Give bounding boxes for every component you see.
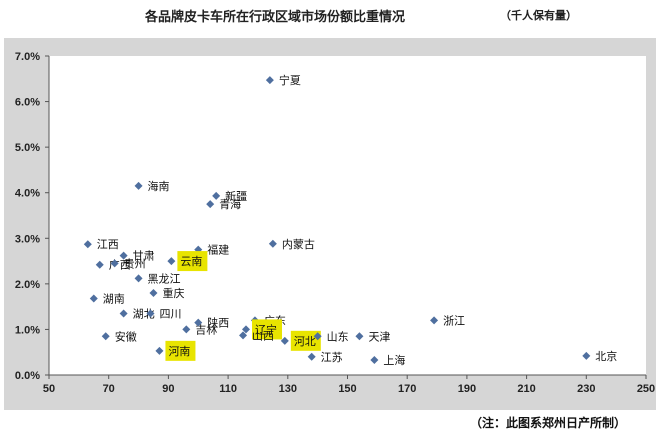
data-point-label: 吉林 — [195, 322, 217, 336]
data-point-label: 辽宁 — [255, 322, 277, 336]
data-point-label: 青海 — [219, 197, 241, 211]
x-tick-label: 170 — [398, 383, 416, 395]
label-highlight — [290, 330, 321, 351]
data-point-marker — [155, 346, 164, 355]
data-point-marker — [167, 257, 176, 266]
data-point-marker — [430, 316, 439, 325]
data-point-label: 新疆 — [225, 189, 247, 203]
data-point-marker — [89, 294, 98, 303]
x-tick-label: 150 — [338, 383, 356, 395]
data-point-marker — [149, 288, 158, 297]
data-point-label: 云南 — [180, 255, 202, 268]
data-point-marker — [101, 332, 110, 341]
data-point-marker — [582, 351, 591, 360]
data-point-marker — [83, 240, 92, 249]
y-tick-label: 3.0% — [15, 233, 40, 245]
data-point-marker — [370, 355, 379, 364]
data-point-marker — [134, 274, 143, 283]
data-point-label: 浙江 — [443, 314, 465, 327]
y-tick-label: 0.0% — [15, 370, 40, 382]
data-point-label: 江苏 — [321, 351, 343, 364]
label-highlight — [252, 319, 283, 340]
data-point-label: 河南 — [168, 345, 190, 358]
chart-unit: （千人保有量） — [500, 9, 577, 22]
x-tick-label: 230 — [577, 383, 595, 395]
x-tick-label: 130 — [279, 383, 297, 395]
data-point-label: 福建 — [207, 243, 229, 257]
chart-title: 各品牌皮卡车所在行政区域市场份额比重情况 — [145, 10, 406, 25]
label-highlight — [177, 251, 208, 272]
data-point-marker — [280, 336, 289, 345]
y-tick-label: 2.0% — [15, 279, 40, 291]
data-point-label: 重庆 — [162, 286, 184, 300]
x-tick-label: 90 — [162, 383, 174, 395]
data-point-marker — [307, 352, 316, 361]
data-point-label: 上海 — [383, 353, 405, 367]
data-point-label: 四川 — [159, 307, 181, 320]
data-point-label: 陕西 — [207, 316, 229, 330]
data-point-label: 甘肃 — [133, 250, 155, 263]
data-point-marker — [313, 332, 322, 341]
x-tick-label: 50 — [43, 383, 55, 395]
data-point-marker — [134, 181, 143, 190]
y-tick-label: 7.0% — [15, 51, 40, 63]
x-tick-label: 190 — [458, 383, 476, 395]
data-point-marker — [182, 325, 191, 334]
y-tick-label: 6.0% — [15, 97, 40, 109]
y-tick-label: 5.0% — [15, 142, 40, 154]
data-point-label: 安徽 — [115, 329, 137, 343]
plot-area — [49, 56, 646, 375]
data-point-label: 江西 — [97, 238, 119, 251]
y-tick-label: 1.0% — [15, 324, 40, 336]
data-point-marker — [239, 331, 248, 340]
data-point-marker — [95, 260, 104, 269]
x-tick-label: 70 — [103, 383, 115, 395]
data-point-marker — [268, 239, 277, 248]
data-point-marker — [146, 309, 155, 318]
data-point-marker — [110, 259, 119, 268]
data-point-marker — [242, 325, 251, 334]
data-point-marker — [206, 200, 215, 209]
data-point-label: 山西 — [252, 329, 274, 342]
data-point-marker — [194, 318, 203, 327]
chart-title-area: 各品牌皮卡车所在行政区域市场份额比重情况 （千人保有量） — [0, 4, 659, 25]
y-tick-label: 4.0% — [15, 188, 40, 200]
data-point-label: 河北 — [294, 335, 316, 348]
data-point-label: 北京 — [595, 349, 617, 363]
data-point-label: 山东 — [327, 330, 349, 343]
data-point-label: 海南 — [148, 179, 170, 193]
data-point-label: 湖南 — [103, 292, 125, 305]
data-point-label: 湖北 — [133, 307, 155, 320]
data-point-label: 贵州 — [124, 257, 146, 270]
data-point-label: 内蒙古 — [282, 237, 315, 251]
data-point-marker — [355, 332, 364, 341]
footnote: （注：此图系郑州日产所制） — [470, 416, 627, 430]
data-point-label: 宁夏 — [279, 73, 301, 87]
data-point-label: 黑龙江 — [148, 272, 181, 285]
label-highlight — [165, 340, 196, 361]
x-tick-label: 110 — [219, 383, 237, 395]
data-point-marker — [119, 251, 128, 260]
data-point-marker — [119, 309, 128, 318]
data-point-marker — [212, 191, 221, 200]
data-point-label: 天津 — [368, 330, 390, 343]
x-tick-label: 250 — [637, 383, 655, 395]
data-point-marker — [265, 76, 274, 85]
x-tick-label: 210 — [517, 383, 535, 395]
